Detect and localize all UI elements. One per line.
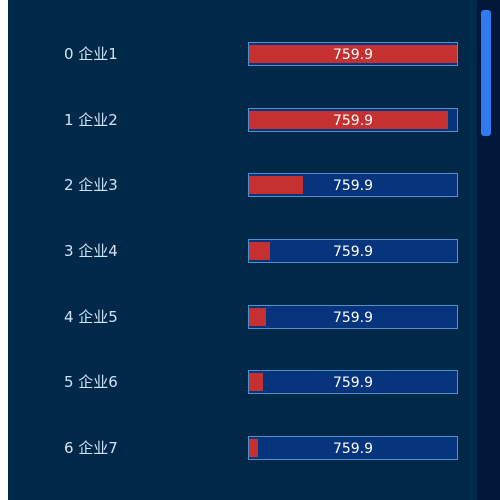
progress-fill (249, 242, 270, 260)
progress-bar: 759.9 (248, 173, 458, 197)
item-value: 759.9 (332, 375, 374, 391)
progress-bar: 759.9 (248, 239, 458, 263)
progress-bar: 759.9 (248, 370, 458, 394)
item-label: 0 企业1 (64, 45, 118, 63)
list-item: 6 企业7 759.9 (8, 436, 477, 460)
progress-bar: 759.9 (248, 305, 458, 329)
item-label: 5 企业6 (64, 373, 118, 391)
list-item: 0 企业1 759.9 (8, 42, 477, 66)
item-value: 759.9 (332, 113, 374, 129)
progress-fill (249, 439, 258, 457)
list-item: 1 企业2 759.9 (8, 108, 477, 132)
progress-bar: 759.9 (248, 436, 458, 460)
scrollbar-thumb[interactable] (481, 10, 491, 136)
item-label: 1 企业2 (64, 111, 118, 129)
item-value: 759.9 (332, 441, 374, 457)
list-item: 5 企业6 759.9 (8, 370, 477, 394)
progress-fill (249, 373, 263, 391)
scrollbar-track[interactable] (477, 0, 500, 500)
list-item: 2 企业3 759.9 (8, 173, 477, 197)
item-label: 3 企业4 (64, 242, 118, 260)
item-label: 2 企业3 (64, 176, 118, 194)
progress-bar: 759.9 (248, 108, 458, 132)
item-value: 759.9 (332, 178, 374, 194)
item-value: 759.9 (332, 244, 374, 260)
progress-fill (249, 308, 266, 326)
ranking-panel: 0 企业1 759.9 1 企业2 759.9 2 企业3 759.9 3 企业… (8, 0, 477, 500)
item-value: 759.9 (332, 310, 374, 326)
item-label: 4 企业5 (64, 308, 118, 326)
progress-bar: 759.9 (248, 42, 458, 66)
list-item: 4 企业5 759.9 (8, 305, 477, 329)
list-item: 3 企业4 759.9 (8, 239, 477, 263)
item-value: 759.9 (332, 47, 374, 63)
progress-fill (249, 45, 457, 63)
item-label: 6 企业7 (64, 439, 118, 457)
progress-fill (249, 111, 448, 129)
progress-fill (249, 176, 303, 194)
